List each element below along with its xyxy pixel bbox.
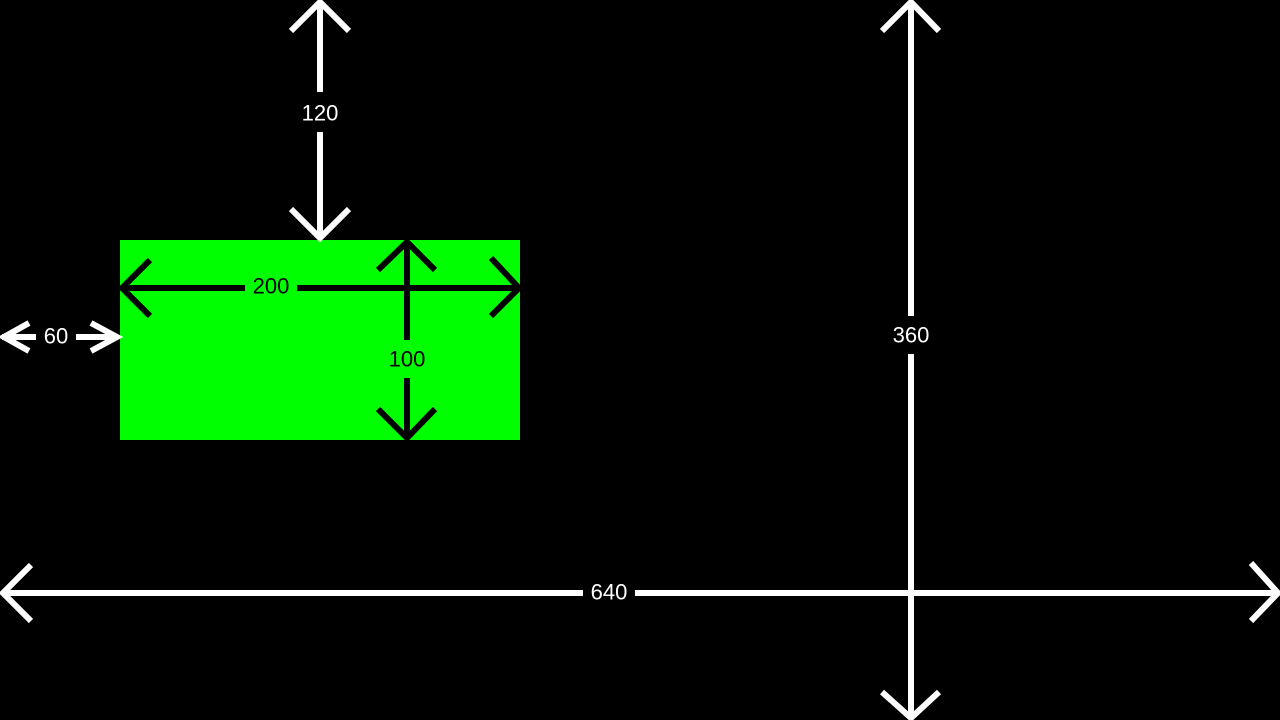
top-offset-label: 120 xyxy=(302,101,339,126)
top-offset-arrow xyxy=(288,0,352,243)
half-width-arrow xyxy=(0,560,1280,624)
green-box xyxy=(120,240,520,440)
box-width-label: 200 xyxy=(253,274,290,299)
box-height-label: 100 xyxy=(389,347,426,372)
left-offset-arrow xyxy=(0,320,124,354)
left-offset-label: 60 xyxy=(44,324,68,349)
box-height-arrow xyxy=(375,237,438,443)
half-width-label: 640 xyxy=(591,580,628,605)
half-height-arrow xyxy=(879,0,942,720)
half-height-label: 360 xyxy=(893,323,930,348)
